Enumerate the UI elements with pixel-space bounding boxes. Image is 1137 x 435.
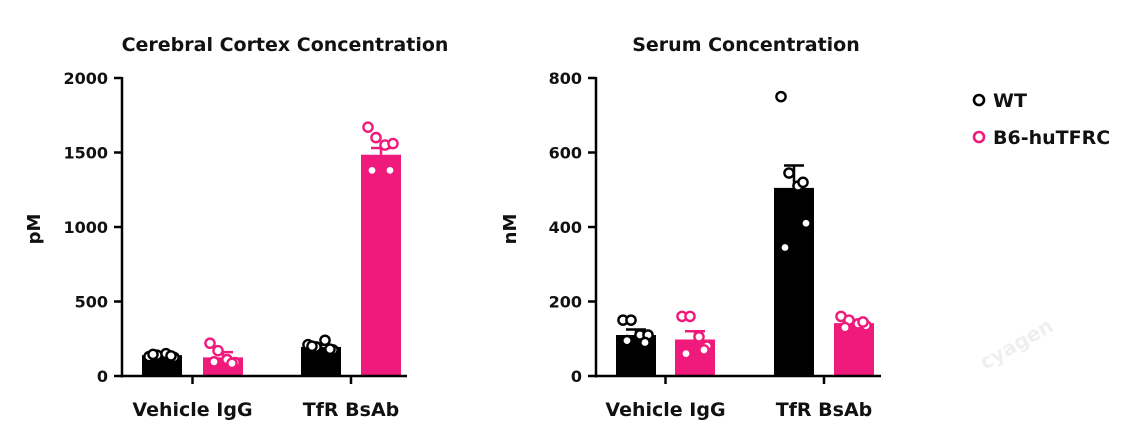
data-point (366, 164, 378, 177)
data-point (324, 343, 336, 355)
legend-label-wt: WT (993, 90, 1027, 112)
legend-label-b6-hutfrc: B6-huTFRC (993, 127, 1110, 149)
y-tick-label: 0 (97, 367, 108, 386)
chart-title: Cerebral Cortex Concentration (122, 34, 449, 56)
data-point (625, 314, 637, 326)
bar-wt-1 (774, 187, 814, 376)
data-point (147, 348, 159, 361)
x-category-label: Vehicle IgG (132, 399, 252, 421)
legend-marker-b6-hutfrc (972, 130, 986, 144)
data-point (698, 344, 710, 356)
x-category-label: TfR BsAb (776, 399, 873, 421)
y-tick-label: 400 (549, 218, 582, 237)
y-tick-label: 2000 (63, 69, 108, 88)
y-tick-label: 600 (549, 144, 582, 163)
data-point (783, 167, 795, 179)
data-point (621, 334, 633, 347)
bar-b6-hutfrc-1 (834, 323, 874, 376)
y-tick-label: 0 (571, 367, 582, 386)
data-point (680, 347, 692, 360)
data-point (684, 310, 696, 323)
data-point (839, 321, 851, 334)
chart-cortex: Cerebral Cortex Concentration pM 0 500 100… (24, 34, 448, 421)
data-point (208, 356, 220, 368)
data-point (775, 90, 787, 103)
data-point (306, 340, 318, 353)
data-point (226, 357, 238, 370)
data-point (693, 331, 705, 343)
legend-marker-wt (972, 93, 986, 107)
y-tick-label: 1500 (63, 144, 108, 163)
y-tick-label: 1000 (63, 218, 108, 237)
y-axis-label: nM (500, 214, 521, 245)
data-point (857, 316, 869, 328)
y-tick-label: 800 (549, 69, 582, 88)
data-point (384, 164, 396, 177)
data-point (204, 337, 216, 350)
data-point (370, 131, 382, 144)
chart-title: Serum Concentration (632, 34, 860, 56)
data-point (319, 334, 331, 347)
plot-area: 0 200 400 600 800 Vehicle IgG TfR BsAb (549, 69, 881, 421)
x-category-label: TfR BsAb (303, 399, 400, 421)
y-tick-label: 200 (549, 293, 582, 312)
data-point (797, 176, 809, 189)
bar-b6-hutfrc-1 (361, 154, 401, 376)
x-category-label: Vehicle IgG (605, 399, 725, 421)
legend: WT B6-huTFRC (972, 90, 1110, 149)
data-point (800, 217, 812, 230)
chart-serum: Serum Concentration nM 0 200 400 600 800 Vehi… (500, 34, 881, 421)
plot-area: 0 500 1000 1500 2000 Vehicle IgG TfR BsAb (63, 69, 407, 421)
data-point (212, 344, 224, 357)
y-tick-label: 500 (75, 293, 108, 312)
data-point (362, 121, 374, 133)
data-point (639, 336, 651, 349)
y-axis-label: pM (24, 214, 45, 245)
data-point (779, 241, 791, 254)
watermark: cyagen (976, 313, 1058, 374)
data-point (165, 350, 177, 362)
data-point (387, 137, 399, 150)
